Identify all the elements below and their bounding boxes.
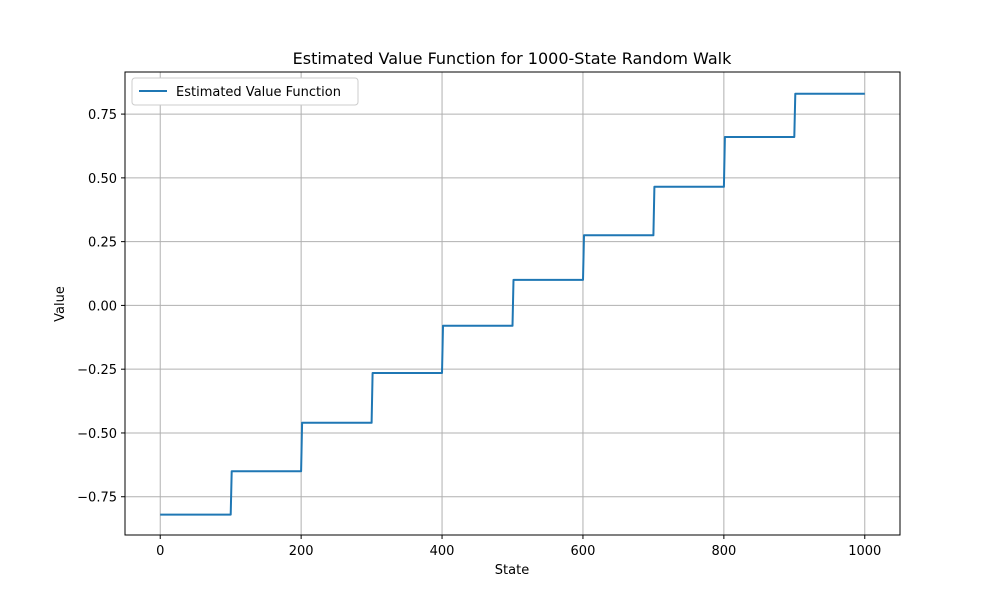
y-tick-label: −0.50 bbox=[77, 427, 117, 442]
series-layer bbox=[160, 92, 865, 516]
plot-frame bbox=[124, 71, 901, 536]
x-tick-label: 600 bbox=[571, 544, 596, 559]
chart-title: Estimated Value Function for 1000-State … bbox=[293, 49, 732, 68]
x-tick-label: 0 bbox=[156, 544, 164, 559]
x-tick-label: 200 bbox=[289, 544, 314, 559]
y-tick-label: 0.75 bbox=[88, 108, 117, 123]
x-tick-label: 800 bbox=[711, 544, 736, 559]
y-tick-label: 0.00 bbox=[88, 299, 117, 314]
y-tick-label: −0.75 bbox=[77, 491, 117, 506]
legend-box bbox=[131, 77, 359, 106]
y-axis-ticks: −0.75 −0.50 −0.25 0.00 0.25 0.50 0.75 bbox=[77, 108, 125, 506]
y-axis-label: Value bbox=[53, 286, 68, 322]
legend-label: Estimated Value Function bbox=[176, 85, 341, 100]
series-line bbox=[160, 92, 865, 516]
y-tick-label: −0.25 bbox=[77, 363, 117, 378]
x-tick-label: 1000 bbox=[848, 544, 881, 559]
x-axis-label: State bbox=[495, 563, 529, 578]
legend: Estimated Value Function bbox=[131, 77, 359, 106]
y-tick-label: 0.50 bbox=[88, 172, 117, 187]
y-tick-label: 0.25 bbox=[88, 236, 117, 251]
x-tick-label: 400 bbox=[430, 544, 455, 559]
x-axis-ticks: 0 200 400 600 800 1000 bbox=[156, 535, 881, 559]
